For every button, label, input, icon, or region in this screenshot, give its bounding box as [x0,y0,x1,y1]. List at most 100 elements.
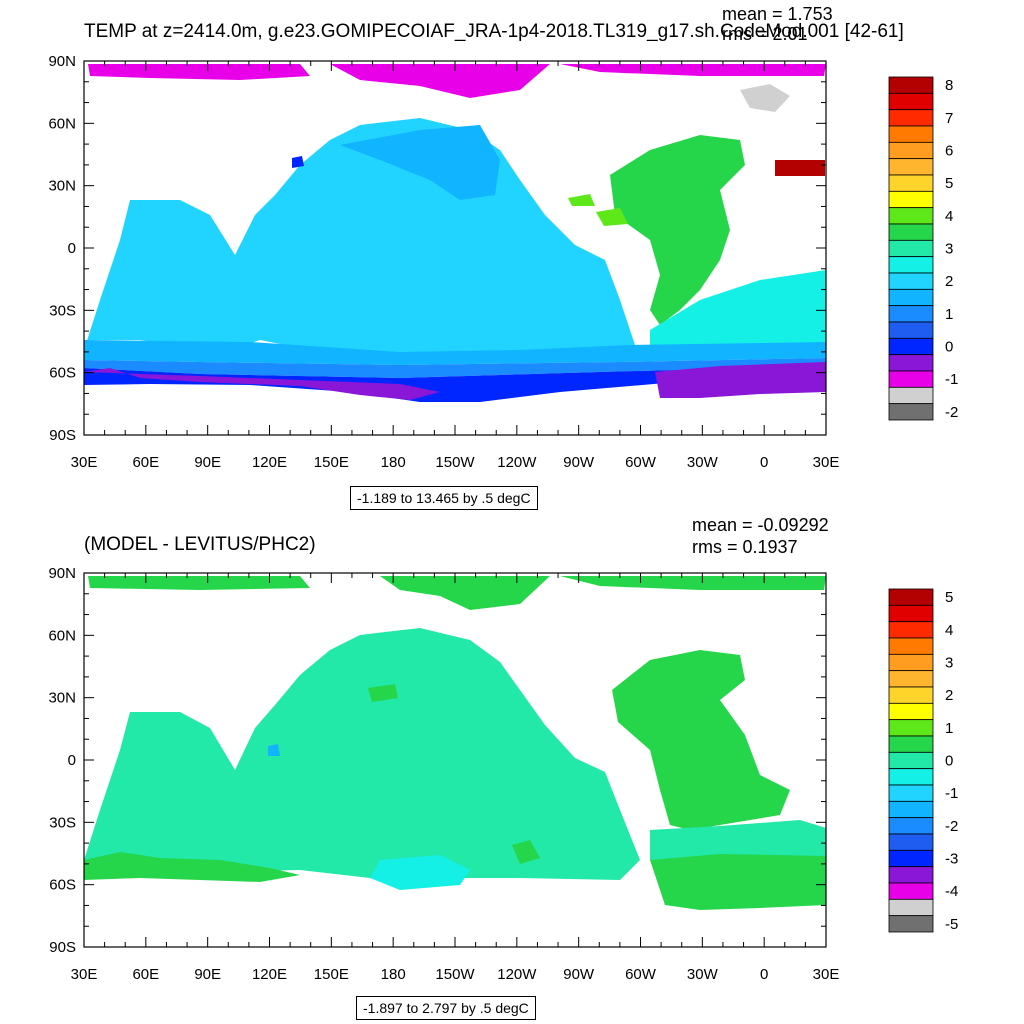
top-tick-marks [83,60,827,436]
lon-tick-label: 30E [71,454,98,471]
lon-tick-label: 30W [687,966,719,983]
colorbar-label: 2 [945,687,953,704]
colorbar-label: -2 [945,818,958,835]
top-arctic-gray [740,84,790,112]
colorbar-cell [888,833,934,851]
colorbar-cell [888,670,934,688]
colorbar-label: 7 [945,110,953,127]
top-npac-blue [340,125,500,200]
lat-tick-label: 60S [49,365,76,382]
bottom-atlantic-green [612,650,790,830]
colorbar-cell [888,92,934,111]
lon-tick-label: 30E [813,454,840,471]
lat-tick-label: 90N [48,565,76,582]
lon-tick-label: 30W [687,454,719,471]
colorbar-label: 8 [945,77,953,94]
top-lon-labels: 30E 60E 90E 120E 150E 180 150W 120W 90W 60W 30W 0 30… [71,454,840,471]
bottom-map: 90N 60N 30N 0 30S 60S 90S 30E 60E 90E 120E 150E 180… [48,565,839,983]
lon-tick-label: 150E [314,966,349,983]
lon-tick-label: 180 [381,966,406,983]
bottom-mean: mean = -0.09292 [692,515,829,535]
bottom-ocean-fill [84,576,826,910]
lon-tick-label: 120W [497,454,537,471]
top-main-ocean [84,118,635,362]
colorbar-cell [888,768,934,786]
colorbar-cell [888,207,934,225]
top-so-purple-2 [655,362,826,398]
bottom-range-label: -1.897 to 2.797 by .5 degC [356,996,536,1020]
colorbar-cell [888,751,934,770]
lat-tick-label: 30N [48,690,76,707]
colorbar-cell [888,141,934,160]
lon-tick-label: 60W [625,454,657,471]
top-so-band-2 [84,358,826,378]
colorbar-cell [888,621,934,639]
colorbar-cell [888,898,934,917]
colorbar-cell [888,866,934,884]
bottom-main-ocean [84,628,640,880]
colorbar-cell [888,637,934,655]
bottom-tick-marks [83,572,827,948]
colorbar-cell [888,604,934,623]
colorbar-cell [888,817,934,835]
lon-tick-label: 60E [132,454,159,471]
bottom-npac-green [368,684,398,702]
top-colorbar-labels: 8 7 6 5 4 3 2 1 0 -1 -2 [945,77,958,421]
colorbar-cell [888,784,934,802]
colorbar-cell [888,702,934,721]
colorbar-label: -1 [945,371,958,388]
bottom-colorbar [888,588,934,933]
bottom-lon-labels: 30E 60E 90E 120E 150E 180 150W 120W 90W 60W 30W 0 30… [71,966,840,983]
lon-tick-label: 120E [252,966,287,983]
top-south-atlantic [650,270,826,350]
lon-tick-label: 180 [381,454,406,471]
lon-tick-label: 30E [813,966,840,983]
bottom-colorbar-labels: 5 4 3 2 1 0 -1 -2 -3 -4 -5 [945,589,958,933]
lat-tick-label: 60S [49,877,76,894]
colorbar-cell [888,76,934,94]
bottom-arctic-region [88,576,826,610]
colorbar-label: 0 [945,753,953,770]
colorbar-cell [888,272,934,290]
colorbar-label: 5 [945,175,953,192]
colorbar-cell [888,800,934,819]
colorbar-label: 2 [945,273,953,290]
colorbar-label: 1 [945,306,953,323]
colorbar-cell [888,686,934,704]
lon-tick-label: 150E [314,454,349,471]
colorbar-cell [888,158,934,176]
top-med-green [568,194,595,206]
colorbar-cell [888,337,934,356]
colorbar-cell [888,588,934,606]
colorbar-label: 1 [945,720,953,737]
lat-tick-label: 30S [49,302,76,319]
lon-tick-label: 60E [132,966,159,983]
colorbar-label: -3 [945,851,958,868]
lon-tick-label: 90W [563,966,595,983]
colorbar-cell [888,403,934,421]
lon-tick-label: 150W [435,966,475,983]
colorbar-cell [888,386,934,405]
lon-tick-label: 90E [194,966,221,983]
top-title: TEMP at z=2414.0m, g.e23.GOMIPECOIAF_JRA… [84,21,904,42]
lat-tick-label: 0 [68,240,76,257]
colorbar-cell [888,223,934,241]
lon-tick-label: 60W [625,966,657,983]
bottom-title: (MODEL - LEVITUS/PHC2) [84,534,316,555]
bottom-aqua-patch [370,855,470,890]
bottom-lat-labels: 90N 60N 30N 0 30S 60S 90S [48,565,76,956]
colorbar-cell [888,915,934,933]
colorbar-cell [888,849,934,868]
lon-tick-label: 0 [760,454,768,471]
lon-tick-label: 150W [435,454,475,471]
top-atlantic-green [610,135,745,325]
colorbar-label: 4 [945,208,953,225]
top-red-feature [775,160,825,176]
colorbar-label: -5 [945,916,958,933]
lat-tick-label: 90N [48,53,76,70]
lon-tick-label: 120W [497,966,537,983]
top-rms: rms = 2.01 [722,24,808,44]
colorbar-cell [888,109,934,127]
colorbar-cell [888,239,934,258]
